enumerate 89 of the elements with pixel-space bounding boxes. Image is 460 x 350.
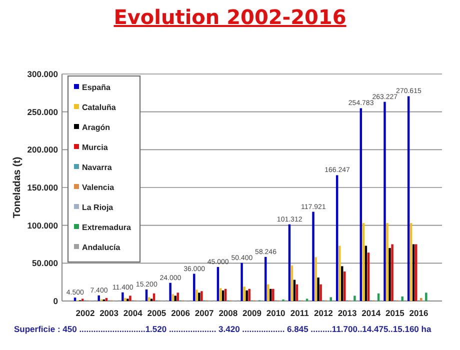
legend-label: Andalucía xyxy=(82,243,121,252)
bar xyxy=(354,296,356,301)
x-tick-label: 2016 xyxy=(409,308,428,318)
x-tick-label: 2005 xyxy=(147,308,166,318)
bar xyxy=(410,223,412,301)
bar xyxy=(338,246,341,301)
bar xyxy=(198,292,200,301)
bar xyxy=(272,288,274,301)
bar xyxy=(122,292,124,301)
bar xyxy=(243,286,246,301)
legend-label: Navarra xyxy=(82,163,112,172)
x-tick-label: 2007 xyxy=(194,308,214,318)
bar xyxy=(312,212,314,301)
x-tick-label: 2015 xyxy=(385,308,405,318)
bar xyxy=(367,252,370,301)
bar xyxy=(344,271,346,301)
bar xyxy=(98,295,100,301)
bar xyxy=(248,288,250,301)
bar xyxy=(129,296,132,301)
bar xyxy=(407,96,410,301)
bar xyxy=(267,284,270,301)
y-tick-label: 50.000 xyxy=(32,258,58,268)
legend-label: Extremadura xyxy=(82,223,132,232)
bar xyxy=(174,296,176,301)
bar xyxy=(172,294,174,301)
bar xyxy=(317,278,320,301)
bar xyxy=(288,224,291,301)
bar xyxy=(200,291,203,301)
legend-label: Valencia xyxy=(82,183,115,192)
bar xyxy=(320,284,322,301)
bar xyxy=(362,223,365,301)
y-tick-label: 150.000 xyxy=(27,182,58,192)
x-tick-label: 2014 xyxy=(362,308,381,318)
x-tick-label: 2009 xyxy=(242,308,262,318)
bar xyxy=(264,256,267,301)
y-tick-label: 300.000 xyxy=(27,69,58,79)
bar xyxy=(296,284,298,301)
bar xyxy=(74,298,76,301)
bar xyxy=(415,244,418,301)
legend-label: España xyxy=(82,83,112,92)
x-tick-label: 2008 xyxy=(218,308,238,318)
bar xyxy=(425,292,428,301)
x-tick-label: 2010 xyxy=(266,308,286,318)
bar xyxy=(401,296,404,301)
bar xyxy=(384,102,386,301)
bar xyxy=(270,288,272,301)
text: Superficie : 450 ............................1.520 .................... 3.420 .................. 6.845 .........11.700..14.475..15.160 ha xyxy=(14,324,432,334)
bar xyxy=(148,297,150,301)
y-tick-label: 100.000 xyxy=(27,220,58,230)
bar xyxy=(412,244,415,301)
bar xyxy=(152,293,156,301)
bar xyxy=(336,175,338,301)
bar xyxy=(330,297,332,301)
bar xyxy=(360,108,362,301)
bar xyxy=(169,282,172,301)
bar xyxy=(219,288,222,301)
bar xyxy=(246,290,248,301)
bar xyxy=(364,246,368,301)
bar xyxy=(341,266,344,301)
bar xyxy=(386,223,388,301)
legend-label: Cataluña xyxy=(82,103,116,112)
bar xyxy=(176,292,179,301)
bar xyxy=(290,265,294,301)
y-tick-label: 200.000 xyxy=(27,144,58,155)
bar xyxy=(388,248,391,301)
x-tick-label: 2012 xyxy=(314,308,334,318)
bar xyxy=(193,274,196,301)
bar xyxy=(224,288,227,301)
x-tick-label: 2002 xyxy=(76,308,95,318)
bar xyxy=(124,298,126,301)
chart-title: Evolution 2002-2016 xyxy=(114,5,346,29)
x-tick-label: 2003 xyxy=(100,308,119,318)
bar xyxy=(196,290,198,301)
x-tick-label: 2013 xyxy=(338,308,358,318)
bar xyxy=(391,244,394,301)
bar xyxy=(216,266,220,301)
legend-label: Murcia xyxy=(82,143,108,152)
legend-label: Aragón xyxy=(82,123,110,132)
x-tick-label: 2006 xyxy=(171,308,190,318)
y-tick-label: 250.000 xyxy=(27,106,58,117)
bar xyxy=(377,293,380,301)
bar xyxy=(314,257,317,301)
x-tick-label: 2011 xyxy=(290,308,310,318)
y-axis-title: Toneladas (t) xyxy=(12,156,23,218)
x-tick-label: 2004 xyxy=(123,308,143,318)
y-tick-label: 0 xyxy=(53,296,58,306)
bar xyxy=(145,290,148,301)
legend-label: La Rioja xyxy=(82,203,114,212)
bar xyxy=(240,262,243,301)
